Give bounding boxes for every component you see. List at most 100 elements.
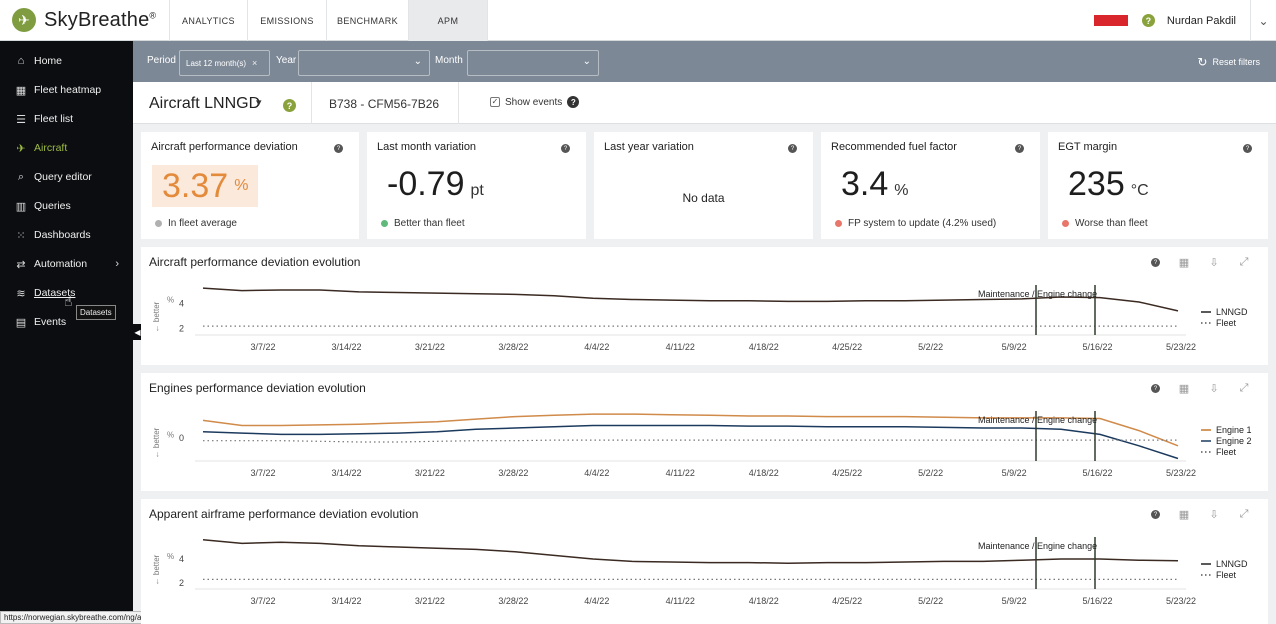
airline-logo [1093,15,1128,26]
reset-filters-button[interactable]: ↻ Reset filters [1197,55,1260,69]
table-icon[interactable]: ▦ [1178,257,1190,269]
kpi-footnote: Better than fleet [381,218,465,229]
sidebar-collapse-button[interactable]: ◀ [133,324,142,340]
legend-entry[interactable]: LNNGD [1216,559,1248,569]
info-icon[interactable]: ? [788,144,797,153]
kpi-card-last-year-variation: Last year variation ? No data [594,132,813,239]
kpi-number: 235 [1068,165,1125,203]
sidebar-item-dashboards[interactable]: ⁙ Dashboards [0,222,133,248]
info-icon[interactable]: ? [1015,144,1024,153]
tab-benchmark[interactable]: BENCHMARK [326,0,408,41]
sidebar-item-home[interactable]: ⌂ Home [0,48,133,74]
y-tick-label: 4 [179,554,184,564]
sidebar-item-fleet-heatmap[interactable]: ▦ Fleet heatmap [0,77,133,103]
x-tick-label: 4/18/22 [749,468,779,478]
sidebar-item-label: Automation [34,258,88,270]
show-events-checkbox[interactable]: ✓ [490,97,500,107]
kpi-card-performance-deviation: Aircraft performance deviation ? 3.37 % … [141,132,359,239]
app-logo[interactable]: ✈ SkyBreathe® [12,8,156,32]
period-label: Period [147,55,176,66]
chevron-down-icon[interactable]: ⌄ [1250,0,1276,41]
kpi-unit: °C [1130,182,1149,199]
series-line-lnngd[interactable] [202,287,1179,312]
chevron-down-icon[interactable]: ▾ [256,97,262,109]
tab-apm[interactable]: APM [408,0,488,41]
export-icon[interactable]: ⇩ [1209,257,1219,269]
x-tick-label: 4/11/22 [666,342,695,352]
month-label: Month [435,55,463,66]
sidebar-item-fleet-list[interactable]: ☰ Fleet list [0,106,133,132]
aircraft-model: B738 - CFM56-7B26 [329,97,440,111]
series-line-lnngd[interactable] [202,539,1179,564]
x-tick-label: 4/4/22 [584,342,609,352]
sidebar-item-aircraft[interactable]: ✈ Aircraft [0,135,133,161]
legend-entry[interactable]: Engine 2 [1216,436,1252,446]
sidebar-item-automation[interactable]: ⇄ Automation › [0,251,133,277]
year-select[interactable]: ⌄ [298,50,430,76]
series-line-engine-1[interactable] [202,413,1179,447]
sidebar-item-label: Datasets [34,287,76,299]
plane-logo-icon: ✈ [12,8,36,32]
info-icon[interactable]: ? [1151,510,1160,519]
x-tick-label: 3/14/22 [331,342,361,352]
legend-entry[interactable]: Fleet [1216,318,1237,328]
help-icon[interactable]: ? [1141,14,1155,27]
tab-emissions[interactable]: EMISSIONS [247,0,326,41]
x-tick-label: 4/18/22 [749,596,779,606]
aircraft-selector[interactable]: Aircraft LNNGD [149,95,261,112]
export-icon[interactable]: ⇩ [1209,383,1219,395]
tab-analytics[interactable]: ANALYTICS [169,0,247,41]
chart-card-engines-performance: ← better% 0 3/7/22 3/14/22 3/21/22 3/28/22 4/4… [141,373,1268,491]
info-icon[interactable]: ? [334,144,343,153]
chart-title: Aircraft performance deviation evolution [149,255,361,269]
legend-entry[interactable]: LNNGD [1216,307,1248,317]
expand-icon[interactable]: ⤢ [1239,508,1249,520]
legend-entry[interactable]: Fleet [1216,447,1237,457]
expand-icon[interactable]: ⤢ [1239,382,1249,394]
info-icon[interactable]: ? [1243,144,1252,153]
sidebar-item-label: Events [34,316,67,328]
status-dot [155,220,162,227]
sidebar-item-queries[interactable]: ▥ Queries [0,193,133,219]
show-events-label: Show events [505,96,563,108]
x-tick-label: 5/2/22 [918,342,943,352]
list-icon: ☰ [16,113,26,126]
month-select[interactable]: ⌄ [467,50,599,76]
info-icon[interactable]: ? [1151,258,1160,267]
kpi-footnote: In fleet average [155,218,237,229]
period-select[interactable]: Last 12 month(s) × [179,50,270,76]
clear-icon[interactable]: × [252,58,258,68]
kpi-footnote-text: Better than fleet [394,218,465,229]
sidebar-item-events[interactable]: ▤ Events [0,309,133,335]
kpi-card-last-month-variation: Last month variation ? -0.79 pt Better t… [367,132,586,239]
series-line-fleet[interactable] [203,439,1178,443]
sidebar-item-query-editor[interactable]: ⌕ Query editor [0,164,133,190]
x-tick-label: 4/11/22 [666,596,695,606]
info-icon[interactable]: ? [561,144,570,153]
legend-entry[interactable]: Engine 1 [1216,425,1252,435]
sidebar-item-label: Aircraft [34,142,68,154]
series-line-engine-2[interactable] [202,424,1179,460]
x-tick-label: 5/2/22 [918,596,943,606]
x-tick-label: 5/9/22 [1002,468,1027,478]
x-tick-label: 3/28/22 [498,468,528,478]
y-tick-label: 4 [179,298,184,308]
kpi-footnote-text: FP system to update (4.2% used) [848,218,997,229]
user-name[interactable]: Nurdan Pakdil [1166,14,1236,27]
table-icon[interactable]: ▦ [1178,509,1190,521]
x-tick-label: 4/25/22 [832,596,862,606]
help-icon[interactable]: ? [283,99,296,112]
sidebar-item-datasets[interactable]: ≋ Datasets [0,280,133,306]
info-icon[interactable]: ? [1151,384,1160,393]
kpi-title: Recommended fuel factor [831,141,957,153]
bar-chart-icon: ▥ [15,200,27,213]
table-icon[interactable]: ▦ [1178,383,1190,395]
legend-entry[interactable]: Fleet [1216,570,1237,580]
y-axis-label: ← better [152,554,161,585]
aircraft-header: Aircraft LNNGD ▾ ? B738 - CFM56-7B26 ✓ S… [133,82,1276,124]
export-icon[interactable]: ⇩ [1209,509,1219,521]
info-icon[interactable]: ? [567,96,580,108]
show-events-toggle[interactable]: ✓ Show events ? [490,96,580,108]
kpi-unit: % [234,177,249,194]
expand-icon[interactable]: ⤢ [1239,256,1249,268]
